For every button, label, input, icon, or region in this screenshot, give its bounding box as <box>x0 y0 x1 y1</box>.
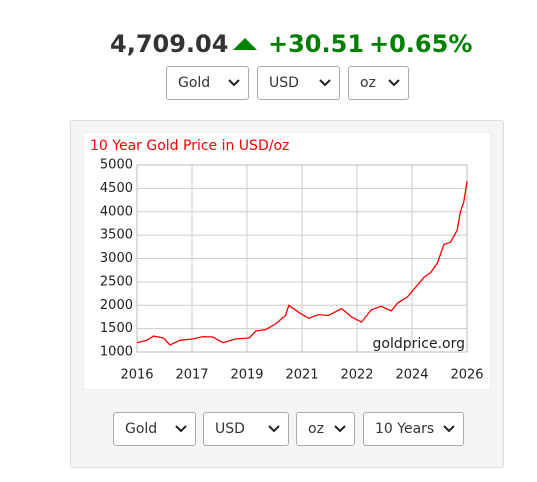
dropdown[interactable]: USD <box>257 66 340 100</box>
chart-background <box>83 132 491 390</box>
chevron <box>334 425 346 433</box>
dropdown[interactable]: Gold <box>166 66 249 100</box>
y-tick-label: 3000 <box>100 251 133 266</box>
x-tick-label: 2022 <box>340 368 373 383</box>
dropdown-label: USD <box>269 75 299 91</box>
change-percent: +0.65% <box>369 30 473 58</box>
dropdown[interactable]: oz <box>296 412 355 446</box>
y-tick-label: 5000 <box>100 158 133 173</box>
chart: 10 Year Gold Price in USD/oz 1000 1500 200… <box>83 132 491 390</box>
y-tick-label: 3500 <box>100 228 133 243</box>
chevron <box>388 79 400 87</box>
dropdown[interactable]: 10 Years <box>363 412 464 446</box>
dropdown-label: USD <box>215 421 245 437</box>
y-tick-label: 4500 <box>100 181 133 196</box>
change: +30.51 <box>268 30 365 58</box>
chevron <box>175 425 187 433</box>
x-tick-label: 2024 <box>395 368 428 383</box>
up-arrow <box>233 38 257 50</box>
dropdown-label: oz <box>360 75 376 91</box>
dropdown[interactable]: USD <box>203 412 289 446</box>
dropdown-label: Gold <box>125 421 158 437</box>
x-tick-label: 2016 <box>120 368 153 383</box>
dropdown[interactable]: Gold <box>113 412 196 446</box>
y-tick-label: 1500 <box>100 321 133 336</box>
y-tick-label: 2500 <box>100 274 133 289</box>
x-tick-label: 2026 <box>450 368 483 383</box>
plot-frame <box>136 164 468 353</box>
y-tick-label: 4000 <box>100 204 133 219</box>
price-line <box>136 181 468 346</box>
y-tick-label: 1000 <box>100 345 133 360</box>
dropdown[interactable]: oz <box>348 66 409 100</box>
dropdown-label: 10 Years <box>375 421 435 437</box>
chevron <box>319 79 331 87</box>
chart-title: 10 Year Gold Price in USD/oz <box>90 138 289 154</box>
chevron <box>443 425 455 433</box>
dropdown-label: Gold <box>178 75 211 91</box>
chevron <box>228 79 240 87</box>
x-tick-label: 2021 <box>285 368 318 383</box>
price: 4,709.04 <box>110 30 229 58</box>
dropdown-label: oz <box>308 421 324 437</box>
chevron <box>268 425 280 433</box>
x-tick-label: 2017 <box>175 368 208 383</box>
x-tick-label: 2019 <box>230 368 263 383</box>
watermark: goldprice.org <box>373 336 465 352</box>
y-tick-label: 2000 <box>100 298 133 313</box>
